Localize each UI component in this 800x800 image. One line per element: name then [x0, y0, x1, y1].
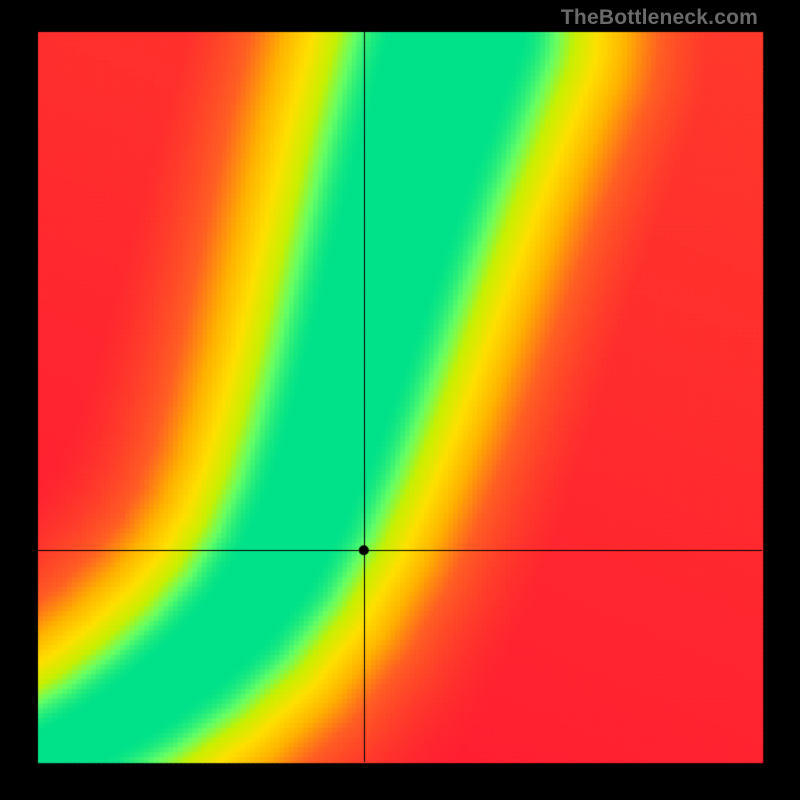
- bottleneck-chart: TheBottleneck.com: [0, 0, 800, 800]
- watermark-text: TheBottleneck.com: [561, 6, 758, 30]
- heatmap-canvas: [0, 0, 800, 800]
